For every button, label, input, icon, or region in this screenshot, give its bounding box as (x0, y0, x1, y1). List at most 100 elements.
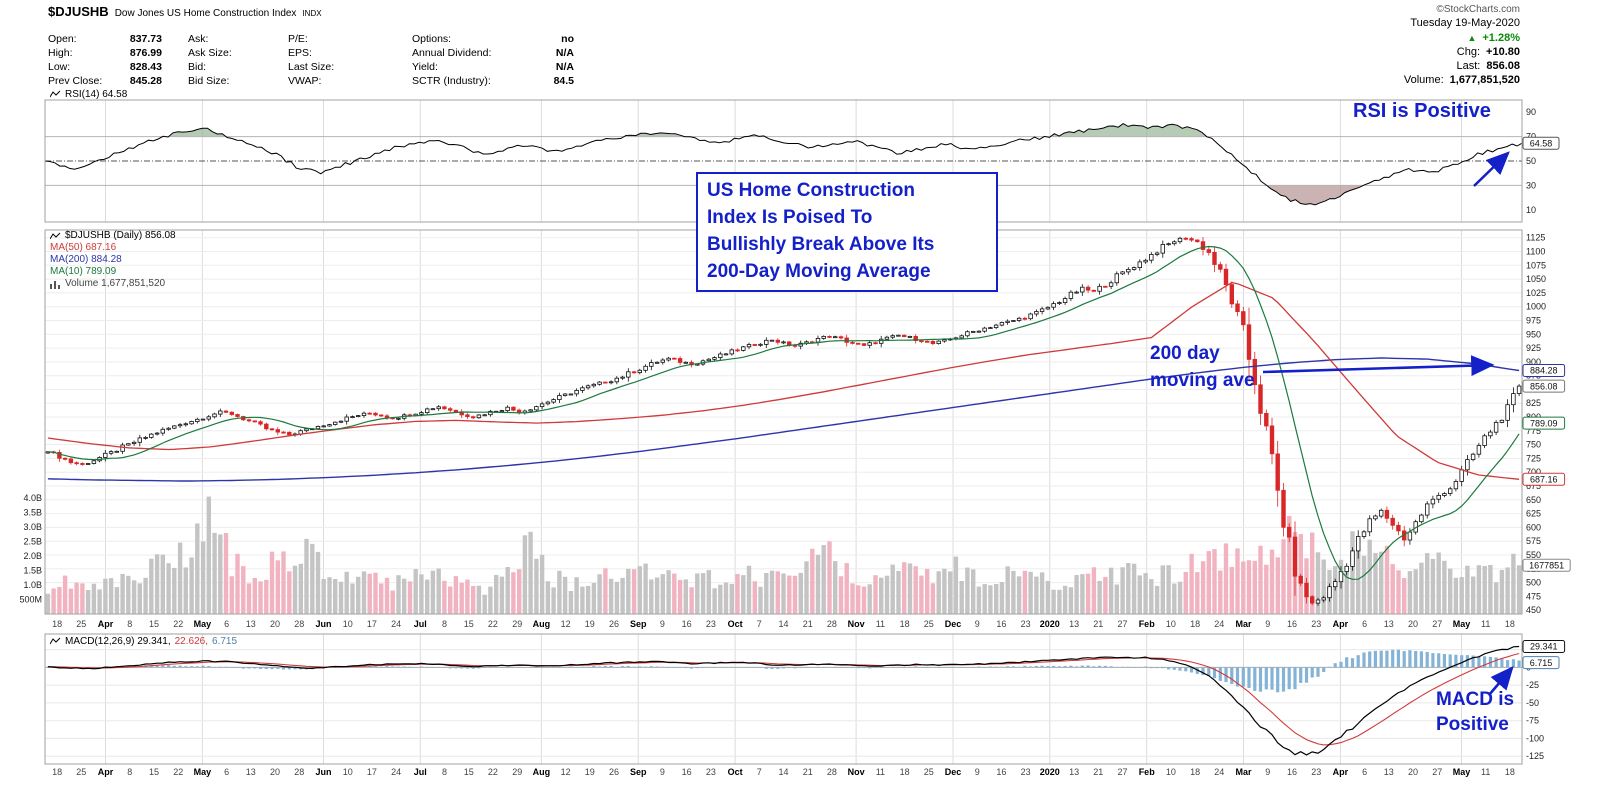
svg-text:950: 950 (1526, 329, 1541, 339)
svg-text:450: 450 (1526, 605, 1541, 615)
svg-text:1025: 1025 (1526, 288, 1546, 298)
svg-text:11: 11 (876, 619, 885, 629)
svg-text:27: 27 (1117, 767, 1127, 777)
svg-text:3.5B: 3.5B (23, 508, 42, 518)
svg-text:1.5B: 1.5B (23, 566, 42, 576)
quote-row: Yield: N/A (412, 61, 574, 74)
macd-panel (44, 633, 1523, 765)
svg-text:7: 7 (757, 767, 762, 777)
svg-text:21: 21 (803, 767, 813, 777)
change-percent: +1.28% (1482, 32, 1520, 44)
quote-grid: Open: 837.73 High: 876.99 Low: 828.43 Prev Clo… (48, 33, 574, 88)
svg-text:20: 20 (270, 619, 280, 629)
index-name: Dow Jones US Home Construction Index (114, 8, 297, 19)
svg-text:2020: 2020 (1040, 767, 1060, 777)
quote-row: P/E: (288, 33, 386, 46)
svg-text:23: 23 (1311, 767, 1321, 777)
svg-text:May: May (1453, 767, 1471, 777)
quote-value: 845.28 (129, 75, 162, 87)
quote-label: Last Size: (288, 61, 335, 73)
quote-value: 828.43 (129, 61, 162, 73)
svg-text:9: 9 (660, 619, 665, 629)
svg-text:25: 25 (924, 619, 934, 629)
svg-text:-75: -75 (1526, 716, 1539, 726)
volume-bars (45, 496, 1522, 614)
svg-text:600: 600 (1526, 522, 1541, 532)
svg-text:27: 27 (1432, 619, 1442, 629)
svg-text:May: May (194, 767, 212, 777)
svg-text:21: 21 (803, 619, 813, 629)
svg-text:6.715: 6.715 (1530, 658, 1553, 668)
svg-text:30: 30 (1526, 180, 1536, 190)
svg-text:Jul: Jul (414, 767, 427, 777)
svg-text:16: 16 (1287, 619, 1297, 629)
svg-text:650: 650 (1526, 495, 1541, 505)
quote-label: SCTR (Industry): (412, 75, 491, 87)
svg-text:Oct: Oct (728, 619, 743, 629)
axis-labels: 1125110010751050102510009759509259008758… (19, 107, 1546, 777)
svg-text:20: 20 (1408, 619, 1418, 629)
quote-label: Ask Size: (188, 47, 232, 59)
quote-column: Options: no Annual Dividend: N/A Yield: N/A SC… (412, 33, 574, 88)
svg-text:20: 20 (270, 767, 280, 777)
svg-text:13: 13 (1069, 619, 1079, 629)
svg-text:29: 29 (512, 619, 522, 629)
quote-row: Options: no (412, 33, 574, 46)
header: $DJUSHB Dow Jones US Home Construction I… (48, 4, 322, 19)
svg-text:Apr: Apr (98, 767, 114, 777)
svg-text:18: 18 (1505, 767, 1515, 777)
svg-text:Jul: Jul (414, 619, 427, 629)
svg-text:11: 11 (1481, 767, 1490, 777)
quote-row: High: 876.99 (48, 47, 162, 60)
svg-text:23: 23 (1021, 619, 1031, 629)
svg-text:975: 975 (1526, 316, 1541, 326)
svg-text:Aug: Aug (533, 767, 551, 777)
svg-text:10: 10 (1166, 619, 1176, 629)
svg-text:50: 50 (1526, 156, 1536, 166)
svg-text:1.0B: 1.0B (23, 580, 42, 590)
svg-text:24: 24 (1214, 619, 1224, 629)
rsi-panel (44, 99, 1523, 223)
svg-text:700: 700 (1526, 467, 1541, 477)
svg-text:19: 19 (585, 619, 595, 629)
svg-text:775: 775 (1526, 426, 1541, 436)
svg-text:24: 24 (1214, 767, 1224, 777)
svg-text:500: 500 (1526, 578, 1541, 588)
svg-text:15: 15 (149, 767, 159, 777)
svg-text:28: 28 (294, 767, 304, 777)
quote-row: Last Size: (288, 61, 386, 74)
rsi-line (44, 123, 1523, 206)
svg-text:-25: -25 (1526, 680, 1539, 690)
svg-text:1100: 1100 (1526, 247, 1545, 257)
svg-text:90: 90 (1526, 107, 1536, 117)
svg-text:13: 13 (1384, 619, 1394, 629)
svg-text:14: 14 (778, 767, 788, 777)
svg-text:13: 13 (246, 767, 256, 777)
quote-label: P/E: (288, 33, 308, 45)
quote-label: Low: (48, 61, 71, 73)
svg-text:16: 16 (996, 619, 1006, 629)
quote-label: Open: (48, 33, 77, 45)
svg-text:750: 750 (1526, 440, 1541, 450)
quote-row: Ask Size: (188, 47, 262, 60)
svg-text:Feb: Feb (1139, 619, 1156, 629)
svg-text:Jun: Jun (315, 767, 331, 777)
svg-text:May: May (1453, 619, 1471, 629)
svg-text:Aug: Aug (533, 619, 551, 629)
svg-text:9: 9 (660, 767, 665, 777)
svg-text:6: 6 (1362, 767, 1367, 777)
svg-text:856.08: 856.08 (1530, 381, 1558, 391)
quote-column: Ask: Ask Size: Bid: Bid Size: (188, 33, 262, 88)
svg-text:24: 24 (391, 767, 401, 777)
quote-column: P/E: EPS: Last Size: VWAP: (288, 33, 386, 88)
volume-row: Volume: 1,677,851,520 (1404, 74, 1520, 87)
svg-text:-100: -100 (1526, 733, 1544, 743)
svg-text:-125: -125 (1526, 751, 1544, 761)
svg-text:15: 15 (464, 619, 474, 629)
svg-text:550: 550 (1526, 550, 1541, 560)
svg-text:64.58: 64.58 (1530, 138, 1553, 148)
moving-averages (44, 229, 1523, 615)
svg-text:825: 825 (1526, 398, 1541, 408)
